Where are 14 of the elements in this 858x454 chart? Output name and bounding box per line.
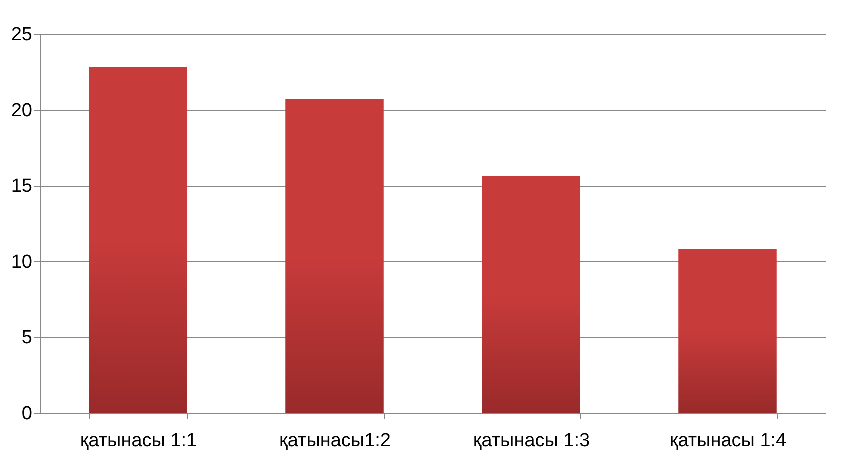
x-tick-label: қатынасы1:2 <box>280 430 391 452</box>
bar <box>482 176 580 413</box>
x-tick-label: қатынасы 1:4 <box>670 430 788 452</box>
y-tick-label: 25 <box>11 24 32 46</box>
bar <box>89 67 188 413</box>
x-tick-label: қатынасы 1:1 <box>80 430 198 452</box>
y-tick-label: 10 <box>11 252 32 273</box>
x-tick-label: қатынасы 1:3 <box>473 430 590 452</box>
bar <box>286 99 384 413</box>
y-tick-label: 0 <box>22 404 32 424</box>
y-tick-label: 15 <box>11 176 32 198</box>
bar <box>678 249 777 413</box>
y-tick-label: 5 <box>22 328 32 349</box>
y-tick-label: 20 <box>11 100 32 122</box>
